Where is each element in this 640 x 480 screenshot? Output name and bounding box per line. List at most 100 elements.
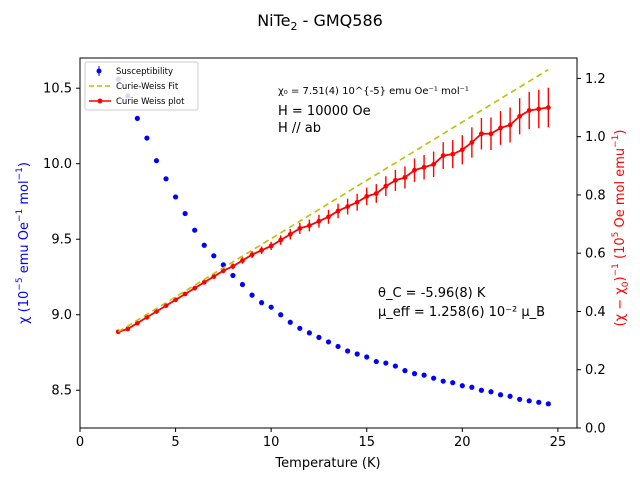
susceptibility-point-4 bbox=[153, 158, 160, 164]
annotation-theta: θ_C = -5.96(8) K bbox=[378, 286, 486, 301]
susceptibility-point-13 bbox=[239, 281, 246, 288]
curie-weiss-point-32 bbox=[421, 164, 427, 170]
susceptibility-point-6 bbox=[172, 194, 179, 200]
susceptibility-point-7 bbox=[182, 210, 188, 217]
x-tick-label-1: 5 bbox=[171, 435, 179, 450]
susceptibility-point-40 bbox=[497, 392, 504, 398]
susceptibility-point-44 bbox=[536, 399, 542, 405]
susceptibility-point-20 bbox=[306, 330, 312, 336]
legend-box bbox=[84, 61, 199, 111]
y-left-tick-label-4: 10.5 bbox=[43, 82, 72, 97]
curie-weiss-point-44 bbox=[536, 106, 542, 112]
y-right-tick-label-0: 0.0 bbox=[585, 422, 606, 437]
curie-weiss-point-24 bbox=[345, 204, 351, 209]
legend-label-curie-weiss: Curie Weiss plot bbox=[116, 97, 185, 107]
susceptibility-point-33 bbox=[431, 375, 437, 381]
curie-weiss-line bbox=[117, 106, 549, 333]
susceptibility-point-31 bbox=[411, 371, 418, 377]
curie-weiss-point-12 bbox=[230, 263, 236, 269]
curie-weiss-point-13 bbox=[240, 258, 245, 263]
curie-weiss-point-26 bbox=[364, 193, 370, 199]
y-axis-left-label: χ (10−5 emu Oe−1 mol−1) bbox=[15, 162, 32, 324]
curie-weiss-point-21 bbox=[316, 218, 322, 224]
curie-weiss-point-8 bbox=[192, 285, 198, 291]
annotation-field: H = 10000 Oe bbox=[278, 104, 371, 119]
y-right-tick-label-1: 0.2 bbox=[585, 363, 606, 378]
curie-weiss-point-19 bbox=[297, 226, 303, 231]
curie-weiss-point-41 bbox=[507, 122, 513, 128]
y-left-tick-label-0: 8.5 bbox=[51, 384, 72, 399]
susceptibility-point-36 bbox=[459, 383, 465, 389]
x-tick-label-0: 0 bbox=[76, 435, 84, 450]
susceptibility-point-9 bbox=[201, 242, 207, 248]
curie-weiss-point-14 bbox=[249, 252, 255, 258]
legend-marker-susceptibility bbox=[96, 68, 102, 74]
x-tick-label-5: 25 bbox=[550, 435, 567, 450]
curie-weiss-point-17 bbox=[278, 237, 284, 243]
curie-weiss-point-10 bbox=[211, 274, 217, 279]
curie-weiss-point-36 bbox=[459, 147, 465, 153]
annotation-mu-eff: μ_eff = 1.258(6) 10⁻² μ_B bbox=[378, 305, 545, 320]
susceptibility-point-30 bbox=[402, 368, 408, 374]
x-tick-label-2: 10 bbox=[263, 435, 280, 450]
susceptibility-point-41 bbox=[507, 393, 513, 399]
susceptibility-point-24 bbox=[345, 348, 351, 354]
curie-weiss-fit-line bbox=[117, 68, 549, 333]
susceptibility-point-21 bbox=[316, 334, 322, 340]
susceptibility-point-27 bbox=[373, 358, 379, 365]
curie-weiss-point-2 bbox=[134, 320, 140, 326]
susceptibility-point-15 bbox=[258, 300, 265, 306]
susceptibility-point-5 bbox=[163, 176, 169, 182]
y-right-tick-label-4: 0.8 bbox=[585, 188, 606, 203]
susceptibility-point-8 bbox=[192, 227, 198, 233]
curie-weiss-point-1 bbox=[125, 326, 131, 332]
y-axis-right-label: (χ − χ0)−1 (105 Oe mol emu−1) bbox=[611, 130, 631, 327]
susceptibility-point-26 bbox=[364, 354, 370, 360]
susceptibility-point-2 bbox=[134, 115, 140, 122]
legend-entry-susceptibility: Susceptibility bbox=[96, 66, 173, 77]
curie-weiss-point-15 bbox=[259, 247, 264, 253]
curie-weiss-point-28 bbox=[383, 183, 389, 189]
plot-area bbox=[79, 57, 578, 429]
susceptibility-point-12 bbox=[230, 272, 236, 279]
susceptibility-point-16 bbox=[268, 304, 274, 310]
susceptibility-point-42 bbox=[517, 396, 523, 402]
annotation-chi0: χ₀ = 7.51(4) 10^{-5} emu Oe⁻¹ mol⁻¹ bbox=[278, 86, 469, 97]
curie-weiss-point-11 bbox=[220, 268, 226, 274]
susceptibility-point-18 bbox=[287, 319, 293, 325]
chart-title: NiTe2 - GMQ586 bbox=[257, 11, 383, 33]
curie-weiss-point-42 bbox=[517, 113, 523, 119]
susceptibility-point-25 bbox=[354, 351, 360, 357]
curie-weiss-point-31 bbox=[412, 167, 417, 173]
y-left-tick-label-1: 9.0 bbox=[51, 308, 72, 323]
x-tick-label-4: 20 bbox=[454, 435, 471, 450]
x-axis-label: Temperature (K) bbox=[274, 456, 380, 471]
curie-weiss-point-29 bbox=[393, 177, 398, 183]
curie-weiss-point-33 bbox=[431, 161, 437, 167]
curie-weiss-point-22 bbox=[326, 214, 331, 220]
curie-weiss-point-3 bbox=[144, 314, 150, 320]
susceptibility-point-22 bbox=[325, 339, 332, 345]
legend-marker-curie-weiss bbox=[97, 98, 103, 104]
susceptibility-point-39 bbox=[488, 389, 494, 395]
curie-weiss-point-5 bbox=[163, 303, 169, 309]
y-right-tick-label-6: 1.2 bbox=[585, 72, 606, 87]
susceptibility-point-23 bbox=[335, 343, 341, 350]
curie-weiss-point-20 bbox=[306, 223, 312, 228]
legend-label-fit: Curie-Weiss Fit bbox=[116, 82, 179, 92]
y-left-tick-label-2: 9.5 bbox=[51, 233, 72, 248]
susceptibility-point-45 bbox=[545, 401, 551, 407]
susceptibility-point-14 bbox=[249, 292, 255, 298]
legend-entry-curie-weiss: Curie Weiss plot bbox=[89, 97, 185, 107]
curie-weiss-point-6 bbox=[173, 297, 178, 303]
y-left-tick-label-3: 10.0 bbox=[43, 157, 72, 172]
curie-weiss-point-16 bbox=[268, 243, 274, 249]
susceptibility-point-37 bbox=[469, 384, 475, 390]
curie-weiss-point-45 bbox=[545, 105, 551, 110]
curie-weiss-point-38 bbox=[479, 131, 484, 137]
curie-weiss-point-27 bbox=[373, 191, 379, 196]
legend: Susceptibility Curie-Weiss Fit Curie Wei… bbox=[84, 61, 199, 111]
x-tick-label-3: 15 bbox=[358, 435, 375, 450]
legend-entry-fit: Curie-Weiss Fit bbox=[89, 82, 179, 92]
